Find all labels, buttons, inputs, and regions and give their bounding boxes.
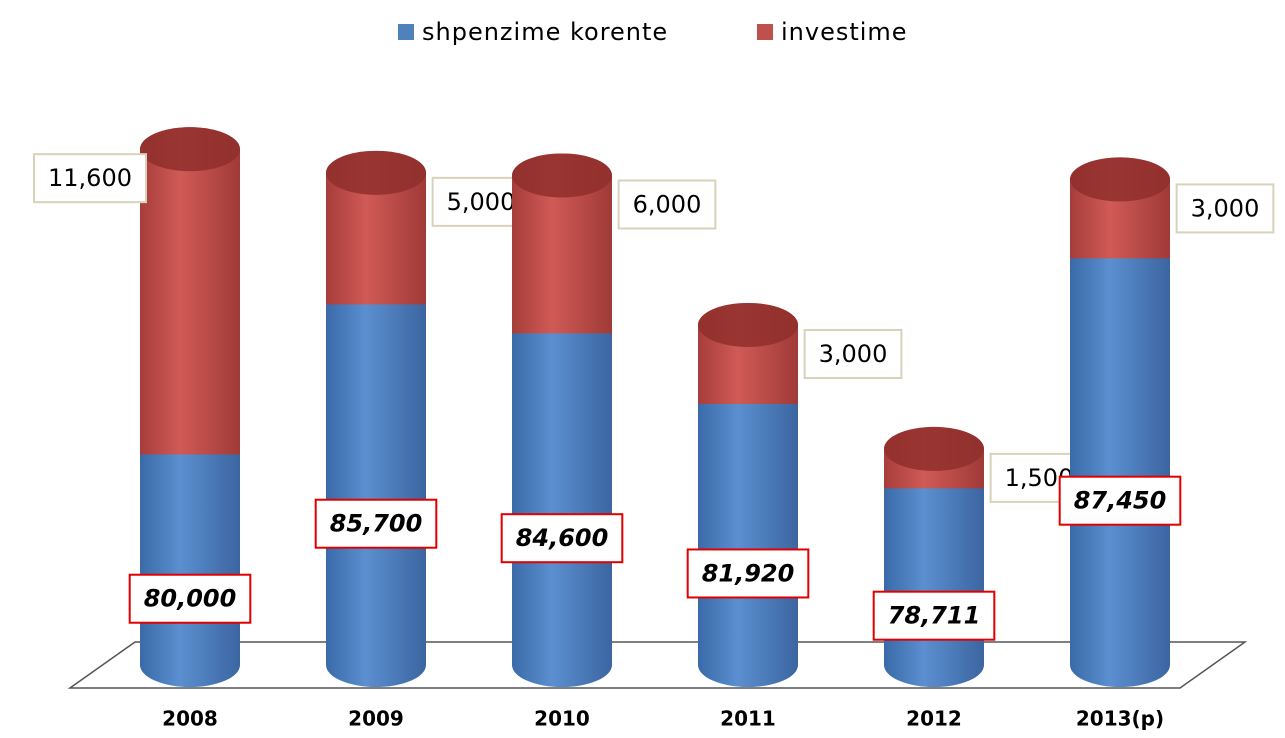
data-label: 5,000 xyxy=(447,188,516,216)
label-box xyxy=(33,153,147,204)
data-label: 11,600 xyxy=(48,164,132,192)
legend-label: shpenzime korente xyxy=(422,18,668,46)
label-box xyxy=(1175,183,1275,234)
bar xyxy=(698,403,798,665)
cylinder-top xyxy=(698,302,798,347)
cylinder-top xyxy=(1070,157,1170,202)
label-box xyxy=(617,179,717,230)
x-tick-label: 2010 xyxy=(534,707,590,731)
bar xyxy=(512,175,612,334)
x-tick-label: 2008 xyxy=(162,707,218,731)
data-label: 87,450 xyxy=(1074,487,1167,515)
bar xyxy=(326,304,426,665)
bar xyxy=(512,333,612,665)
label-box xyxy=(803,328,903,379)
legend-swatch xyxy=(757,24,773,40)
label-box xyxy=(872,590,996,641)
label-box xyxy=(500,513,624,564)
legend-label: investime xyxy=(781,18,908,46)
bar xyxy=(140,149,240,455)
data-label: 3,000 xyxy=(819,340,888,368)
bar xyxy=(1070,258,1170,665)
x-tick-label: 2009 xyxy=(348,707,404,731)
floor xyxy=(67,641,1248,689)
label-box xyxy=(314,498,438,549)
bar xyxy=(140,454,240,665)
label-box xyxy=(128,573,252,624)
data-label: 78,711 xyxy=(888,602,981,630)
data-label: 81,920 xyxy=(702,559,795,587)
data-label: 80,000 xyxy=(144,585,237,613)
x-tick-label: 2013(p) xyxy=(1076,707,1164,731)
x-tick-label: 2012 xyxy=(906,707,962,731)
data-label: 85,700 xyxy=(330,510,423,538)
cylinder-top xyxy=(884,426,984,471)
cylinder-top xyxy=(512,153,612,198)
data-label: 3,000 xyxy=(1191,194,1260,222)
data-label: 84,600 xyxy=(516,524,609,552)
legend-swatch xyxy=(398,24,414,40)
label-box xyxy=(1058,475,1182,526)
x-tick-label: 2011 xyxy=(720,707,776,731)
data-label: 6,000 xyxy=(633,190,702,218)
label-box xyxy=(686,548,810,599)
cylinder-top xyxy=(140,127,240,172)
cylinder-top xyxy=(326,150,426,195)
